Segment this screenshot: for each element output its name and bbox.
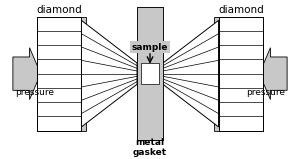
Text: diamond: diamond <box>218 5 264 15</box>
Polygon shape <box>81 20 137 127</box>
Text: sample: sample <box>132 43 168 52</box>
Polygon shape <box>259 48 287 100</box>
Bar <box>141 63 159 84</box>
Bar <box>214 17 263 131</box>
Bar <box>37 17 86 131</box>
Bar <box>137 7 163 140</box>
Bar <box>37 17 81 131</box>
Text: pressure: pressure <box>246 88 285 97</box>
Bar <box>137 7 163 140</box>
Text: diamond: diamond <box>36 5 82 15</box>
Bar <box>219 17 263 131</box>
Polygon shape <box>163 20 219 127</box>
Text: metal
gasket: metal gasket <box>133 138 167 157</box>
Text: pressure: pressure <box>15 88 54 97</box>
Polygon shape <box>13 48 41 100</box>
